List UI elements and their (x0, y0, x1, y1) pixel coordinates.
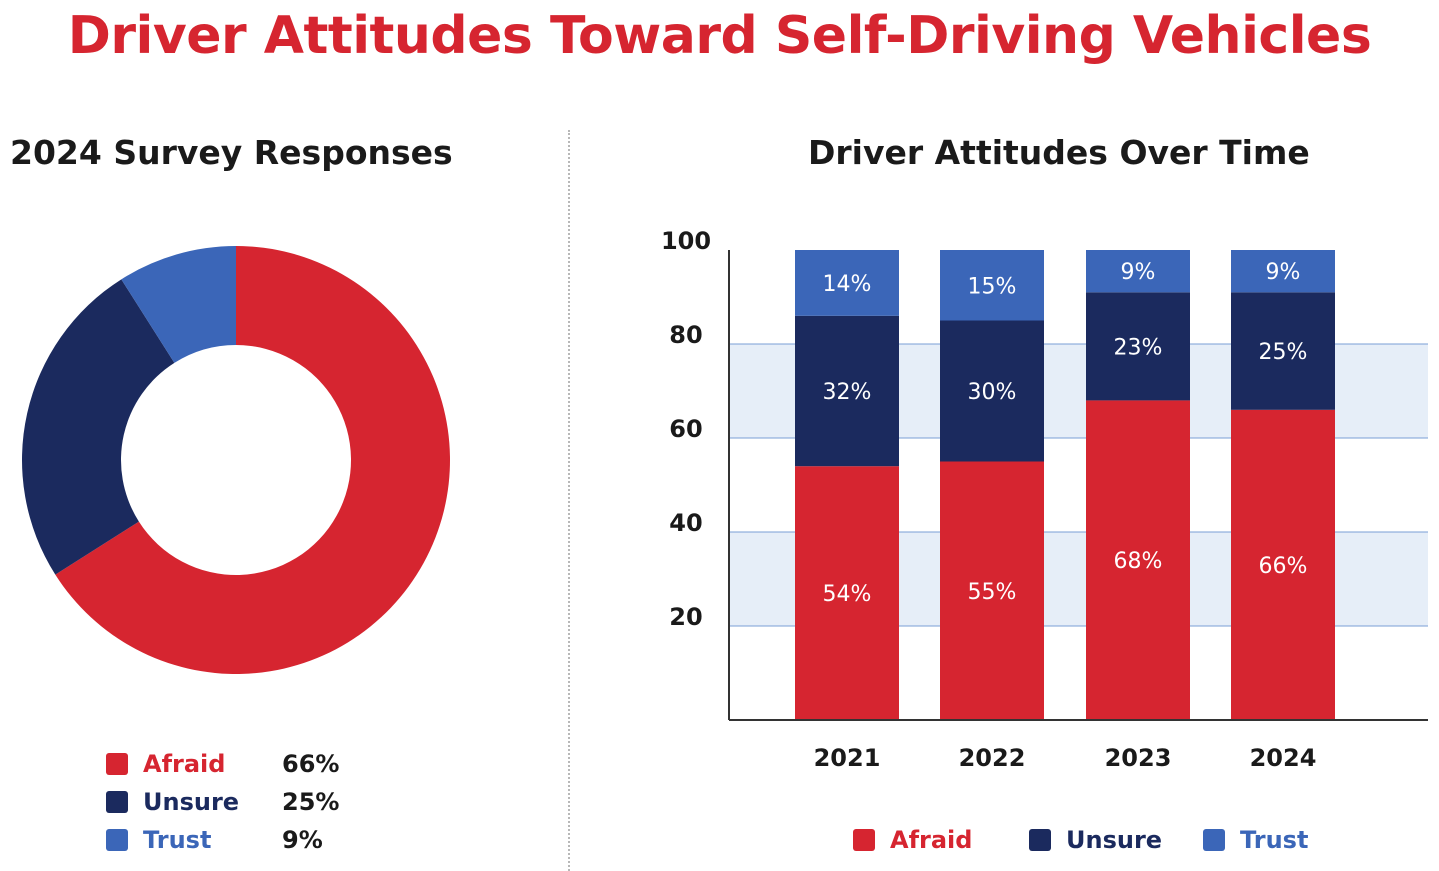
x-tick-label: 2024 (1250, 744, 1317, 772)
y-tick-label: 40 (669, 509, 702, 537)
bar-data-label: 23% (1114, 335, 1163, 360)
x-tick-label: 2022 (959, 744, 1026, 772)
bar-data-label: 9% (1121, 260, 1156, 285)
legend-value-afraid: 66% (282, 750, 340, 778)
bar-data-label: 54% (823, 582, 872, 607)
bar-data-label: 55% (968, 580, 1017, 605)
bar-data-label: 30% (968, 380, 1017, 405)
x-tick-label: 2021 (814, 744, 881, 772)
bar-segment-trust-2021 (795, 250, 899, 316)
bar-chart-title: Driver Attitudes Over Time (808, 133, 1310, 172)
bar-segment-trust-2024 (1231, 250, 1335, 293)
bar-data-label: 15% (968, 274, 1017, 299)
donut-slice-unsure (21, 279, 175, 575)
bar-segment-unsure-2022 (940, 320, 1044, 462)
legend-label-afraid: Afraid (143, 750, 226, 778)
bar-segment-unsure-2023 (1086, 292, 1190, 401)
y-tick-label: 80 (669, 321, 702, 349)
legend-label-trust: Trust (143, 826, 212, 854)
afraid-swatch (853, 829, 875, 851)
bar-segment-trust-2022 (940, 250, 1044, 321)
donut-chart-title: 2024 Survey Responses (10, 133, 453, 172)
x-tick-label: 2023 (1105, 744, 1172, 772)
bar-data-label: 32% (823, 380, 872, 405)
unsure-swatch (106, 791, 128, 813)
donut-chart (21, 246, 451, 675)
bar-legend-label-trust: Trust (1240, 826, 1309, 854)
main-title: Driver Attitudes Toward Self-Driving Veh… (67, 6, 1372, 66)
trust-swatch (106, 829, 128, 851)
legend-label-unsure: Unsure (143, 788, 240, 816)
bar-data-label: 14% (823, 272, 872, 297)
y-tick-label: 60 (669, 415, 702, 443)
bar-data-label: 25% (1259, 340, 1308, 365)
bar-legend-label-unsure: Unsure (1066, 826, 1163, 854)
legend-value-trust: 9% (282, 826, 323, 854)
legend-value-unsure: 25% (282, 788, 340, 816)
bar-segment-afraid-2022 (940, 461, 1044, 720)
bar-data-label: 9% (1266, 260, 1301, 285)
y-tick-label: 100 (661, 227, 711, 255)
bar-segment-unsure-2021 (795, 315, 899, 467)
bar-segment-afraid-2024 (1231, 409, 1335, 720)
trust-swatch (1203, 829, 1225, 851)
donut-slice-trust (121, 246, 236, 363)
bar-segment-trust-2023 (1086, 250, 1190, 293)
bar-data-label: 68% (1114, 549, 1163, 574)
bar-legend-label-afraid: Afraid (890, 826, 973, 854)
y-tick-label: 20 (669, 603, 702, 631)
bar-segment-afraid-2021 (795, 466, 899, 720)
bar-segment-afraid-2023 (1086, 400, 1190, 720)
bar-segment-unsure-2024 (1231, 292, 1335, 410)
afraid-swatch (106, 753, 128, 775)
unsure-swatch (1029, 829, 1051, 851)
donut-slice-afraid (55, 246, 451, 675)
bar-data-label: 66% (1259, 554, 1308, 579)
panel-divider (568, 130, 570, 871)
